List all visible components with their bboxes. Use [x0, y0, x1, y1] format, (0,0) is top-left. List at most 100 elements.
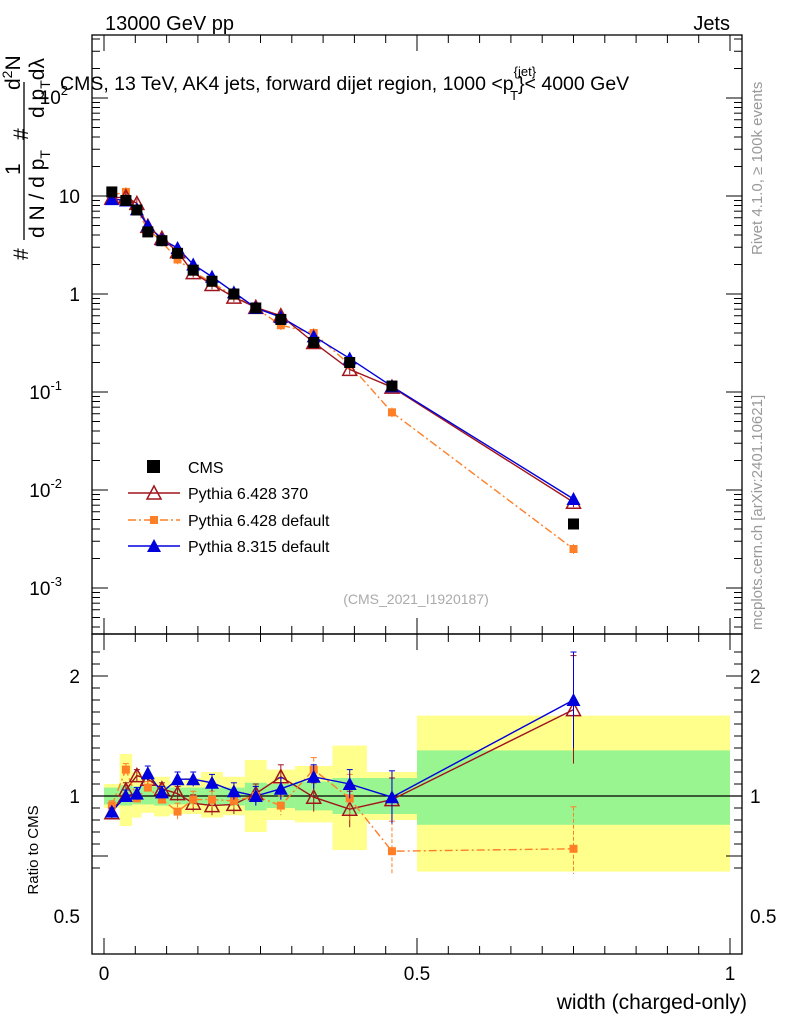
main-series-lines — [111, 191, 574, 550]
ytick-label-0.001: 10-3 — [29, 574, 62, 600]
xtick-0: 0 — [99, 964, 110, 985]
ratio-point-pythia-6-428-default — [276, 801, 285, 810]
main-ytick-labels: 102 10 1 10-1 10-2 10-3 — [29, 83, 80, 600]
ratio-point-pythia-6-428-370 — [128, 767, 146, 783]
main-point-pythia-8-315-default — [104, 192, 119, 206]
main-point-cms — [275, 313, 287, 325]
main-series-markers — [103, 186, 582, 554]
ratio-ytick-labels: 2 1 0.5 2 1 0.5 — [54, 667, 777, 928]
legend-marker-py6-default — [150, 516, 158, 524]
header-energy: 13000 GeV pp — [105, 13, 234, 35]
ratio-point-pythia-8-315-default — [129, 786, 144, 800]
legend-label-py8-default: Pythia 8.315 default — [188, 539, 330, 556]
ylabel-hash-2: # — [10, 128, 33, 140]
ratio-axis-ticks — [92, 634, 742, 954]
ratio-ytick-2-right: 2 — [750, 667, 761, 688]
main-point-cms — [344, 356, 356, 368]
main-point-pythia-6-428-default — [276, 321, 285, 330]
ratio-point-pythia-6-428-default — [121, 765, 130, 774]
main-point-cms — [228, 288, 240, 300]
ratio-uncertainty-bands — [104, 715, 730, 872]
main-line-pythia-8-315-default — [111, 198, 574, 500]
legend-label-py6-370: Pythia 6.428 370 — [188, 486, 308, 503]
main-point-pythia-6-428-default — [387, 408, 396, 417]
ratio-point-pythia-6-428-default — [569, 844, 578, 853]
xtick-labels: 0 0.5 1 — [99, 964, 736, 985]
ytick-label-10: 10 — [59, 187, 80, 208]
ytick-label-0.1: 10-1 — [29, 378, 62, 404]
ratio-point-pythia-6-428-370 — [341, 800, 358, 816]
ratio-point-pythia-8-315-default — [384, 790, 399, 804]
legend-marker-py6-370 — [145, 484, 163, 500]
main-point-cms — [568, 518, 579, 530]
ytick-label-0.01: 10-2 — [29, 476, 62, 502]
xtick-0.5: 0.5 — [404, 964, 430, 985]
analysis-id: (CMS_2021_I1920187) — [343, 591, 489, 607]
main-point-cms — [156, 235, 168, 247]
ratio-plot-frame — [91, 633, 743, 955]
ratio-point-pythia-8-315-default — [306, 769, 321, 783]
legend-marker-py8-default — [147, 539, 161, 552]
main-point-cms — [172, 247, 184, 259]
ratio-point-pythia-8-315-default — [170, 772, 185, 786]
legend-marker-cms — [147, 460, 160, 473]
main-point-pythia-6-428-default — [121, 187, 130, 196]
ylabel-hash: # — [10, 248, 33, 260]
ratio-point-pythia-8-315-default — [140, 766, 155, 780]
ratio-ytick-1: 1 — [69, 787, 80, 808]
ratio-point-pythia-6-428-default — [229, 796, 238, 805]
ratio-series-markers — [103, 651, 582, 874]
ratio-ytick-1-right: 1 — [750, 787, 761, 808]
ratio-ytick-0.5-right: 0.5 — [750, 907, 776, 928]
ylabel-one: 1 — [2, 163, 25, 175]
main-point-cms — [386, 380, 398, 392]
ratio-ytick-0.5: 0.5 — [54, 907, 80, 928]
ratio-ylabel: Ratio to CMS — [25, 805, 42, 894]
ratio-point-pythia-8-315-default — [104, 804, 119, 818]
ratio-point-pythia-6-428-default — [189, 795, 198, 804]
ratio-point-pythia-6-428-default — [173, 807, 182, 816]
main-point-cms — [120, 194, 132, 206]
header-category: Jets — [693, 13, 730, 35]
main-axis-ticks — [92, 35, 742, 634]
ratio-point-pythia-6-428-default — [143, 783, 152, 792]
x-axis-label: width (charged-only) — [556, 991, 747, 1014]
main-point-cms — [308, 336, 320, 348]
ratio-point-pythia-6-428-370 — [305, 788, 322, 804]
ratio-ytick-2: 2 — [69, 667, 80, 688]
legend-label-py6-default: Pythia 6.428 default — [188, 513, 330, 530]
ratio-point-pythia-6-428-default — [387, 847, 396, 856]
ytick-label-100: 102 — [40, 83, 68, 109]
ratio-point-pythia-8-315-default — [204, 775, 219, 789]
ratio-point-pythia-8-315-default — [248, 789, 263, 802]
main-point-pythia-6-428-370 — [341, 360, 358, 377]
ytick-label-1: 1 — [69, 285, 80, 306]
ratio-point-pythia-6-428-370 — [203, 797, 221, 813]
ylabel-dpt-dlambda: d pTdλ — [26, 58, 53, 118]
legend-label-cms: CMS — [188, 460, 224, 477]
ratio-point-pythia-6-428-default — [157, 795, 166, 804]
main-point-pythia-6-428-default — [569, 545, 578, 554]
main-point-cms — [250, 302, 262, 314]
main-point-cms — [142, 226, 154, 238]
ratio-point-pythia-8-315-default — [226, 784, 241, 798]
ratio-point-pythia-8-315-default — [273, 781, 288, 795]
legend: CMS Pythia 6.428 370 Pythia 6.428 defaul… — [128, 460, 330, 556]
ratio-point-pythia-8-315-default — [342, 777, 357, 790]
main-point-pythia-6-428-default — [173, 255, 182, 264]
xtick-1: 1 — [725, 964, 736, 985]
main-point-cms — [106, 186, 118, 198]
plot-title: CMS, 13 TeV, AK4 jets, forward dijet reg… — [60, 64, 629, 103]
ratio-point-pythia-8-315-default — [566, 693, 581, 706]
main-line-pythia-6-428-default — [111, 191, 574, 550]
main-point-cms — [206, 275, 218, 287]
ratio-point-pythia-6-428-default — [207, 795, 216, 804]
ratio-point-pythia-8-315-default — [118, 789, 133, 802]
main-point-pythia-8-315-default — [566, 491, 581, 505]
main-ylabel: # 1 d N / d pT # d2N d pTdλ — [0, 55, 53, 260]
rivet-version: Rivet 4.1.0, ≥ 100k events — [749, 82, 766, 255]
ylabel-d2n: d2N — [0, 55, 25, 90]
ratio-point-pythia-8-315-default — [186, 772, 201, 786]
ylabel-dn-dpt: d N / d pT — [26, 150, 53, 238]
